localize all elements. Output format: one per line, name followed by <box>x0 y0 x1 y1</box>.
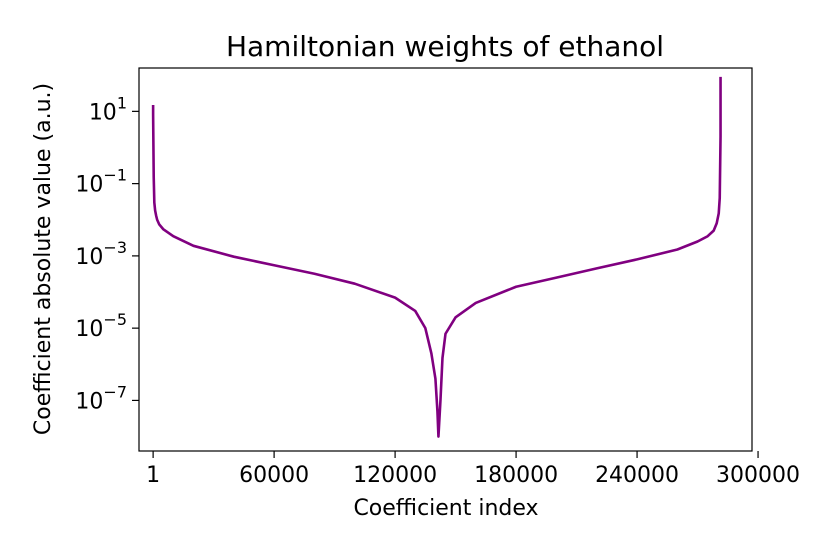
y-tick-label: 10−7 <box>75 382 127 414</box>
x-tick-label: 180000 <box>474 463 558 488</box>
series-layer <box>151 76 722 438</box>
x-tick-label: 120000 <box>353 463 437 488</box>
x-tick-label: 60000 <box>239 463 309 488</box>
y-tick-label: 101 <box>89 93 127 125</box>
y-axis-label: Coefficient absolute value (a.u.) <box>31 83 56 435</box>
y-axis-ticks: 101 10−1 10−3 10−5 10−7 <box>75 93 139 414</box>
y-tick-label: 10−5 <box>75 310 127 342</box>
plot-frame <box>138 67 753 452</box>
y-tick-label: 10−1 <box>75 166 127 198</box>
chart-title: Hamiltonian weights of ethanol <box>226 30 664 63</box>
x-axis-ticks: 1 60000 120000 180000 240000 300000 <box>146 451 800 488</box>
x-tick-label: 300000 <box>716 463 800 488</box>
series-line-0 <box>151 76 722 438</box>
x-axis-label: Coefficient index <box>353 496 538 521</box>
x-tick-label: 1 <box>146 463 160 488</box>
y-tick-label: 10−3 <box>75 238 127 270</box>
x-tick-label: 240000 <box>595 463 679 488</box>
